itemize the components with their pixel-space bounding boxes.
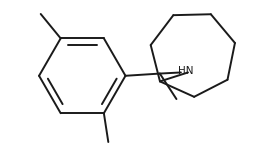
Text: HN: HN — [178, 66, 193, 76]
